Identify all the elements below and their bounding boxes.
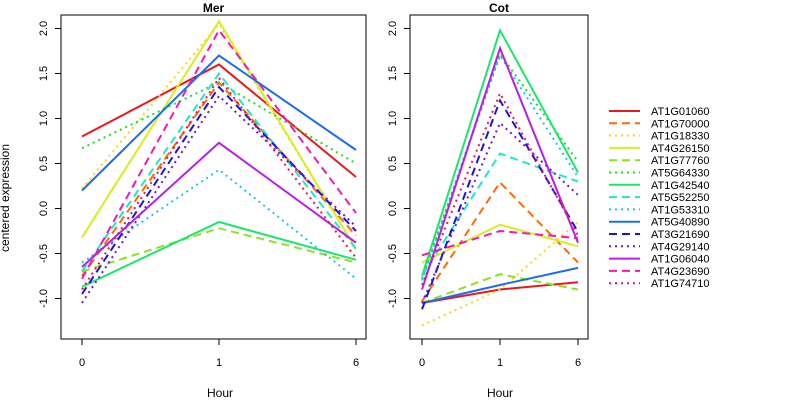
legend-item: AT1G01060: [609, 106, 710, 118]
series-line-mer-at1g42540: [81, 220, 357, 288]
series-line-cot-at1g18330: [421, 221, 579, 327]
legend-item: AT1G42540: [609, 180, 710, 192]
y-tick-label-cot: 0.5: [387, 156, 399, 171]
legend-item: AT1G06040: [609, 254, 710, 266]
legend-item: AT5G64330: [609, 168, 710, 180]
legend-label: AT1G77760: [651, 155, 710, 167]
legend-item: AT5G40890: [609, 217, 710, 229]
y-tick-label-cot: -1.0: [387, 289, 399, 308]
y-tick-label-cot: 1.5: [387, 66, 399, 81]
y-tick-label-cot: 1.0: [387, 111, 399, 126]
plot-frame-cot: [409, 14, 589, 340]
legend-item: AT3G21690: [609, 229, 710, 241]
x-tick-label-cot: 0: [419, 357, 425, 369]
series-line-cot-at4g26150: [421, 223, 579, 264]
y-tick-label-mer: -0.5: [38, 244, 50, 263]
series-line-mer-at1g77760: [81, 227, 357, 273]
legend-label: AT5G40890: [651, 217, 710, 229]
legend-item: AT4G26150: [609, 143, 710, 155]
x-tick-label-mer: 6: [353, 357, 359, 369]
y-tick-label-mer: 1.0: [38, 111, 50, 126]
legend-label: AT1G74710: [651, 278, 710, 290]
series-line-mer-at1g53310: [81, 168, 357, 280]
series-line-cot-at4g29140: [421, 121, 579, 304]
series-line-cot-at1g77760: [421, 273, 579, 304]
series-line-mer-at5g40890: [81, 54, 357, 192]
series-line-mer-at4g26150: [81, 19, 357, 250]
series-line-cot-at1g74710: [421, 90, 579, 286]
series-line-cot-at1g06040: [421, 45, 579, 290]
legend-label: AT1G70000: [651, 118, 710, 130]
y-tick-label-mer: 1.5: [38, 66, 50, 81]
series-line-cot-at5g52250: [421, 152, 579, 277]
y-tick-label-mer: 0.0: [38, 201, 50, 216]
x-tick-label-mer: 0: [79, 357, 85, 369]
legend-label: AT1G42540: [651, 180, 710, 192]
series-line-cot-at5g40890: [421, 266, 579, 304]
legend-label: AT5G64330: [651, 168, 710, 180]
legend-label: AT1G53310: [651, 204, 710, 216]
legend-item: AT1G70000: [609, 118, 710, 130]
legend-item: AT1G77760: [609, 155, 710, 167]
x-tick-label-cot: 6: [575, 357, 581, 369]
legend-label: AT1G06040: [651, 254, 710, 266]
y-tick-label-mer: 0.5: [38, 156, 50, 171]
legend-label: AT3G21690: [651, 229, 710, 241]
legend-label: AT1G01060: [651, 106, 710, 118]
series-line-mer-at5g64330: [81, 81, 357, 165]
legend-item: AT1G18330: [609, 131, 710, 143]
panel-title-cot: Cot: [489, 1, 509, 15]
series-line-mer-at5g52250: [81, 71, 357, 273]
panel-mer: Mer -1.0 -0.5 0.0 0.5 1.0 1.5 2.0 0 1 6: [38, 1, 367, 369]
legend-label: AT4G26150: [651, 143, 710, 155]
series-line-mer-at4g29140: [81, 94, 357, 304]
legend-item: AT1G53310: [609, 204, 710, 216]
legend-label: AT4G23690: [651, 266, 710, 278]
legend-label: AT1G18330: [651, 131, 710, 143]
legend-item: AT5G52250: [609, 192, 710, 204]
legend-item: AT4G29140: [609, 241, 710, 253]
legend-item: AT4G23690: [609, 266, 710, 278]
legend-item: AT1G74710: [609, 278, 710, 290]
x-tick-label-mer: 1: [216, 357, 222, 369]
y-axis-label: centered expression: [0, 144, 12, 252]
series-line-cot-at1g53310: [421, 53, 579, 281]
plot-frame-mer: [60, 14, 367, 340]
panels: Mer -1.0 -0.5 0.0 0.5 1.0 1.5 2.0 0 1 6 Cot -1.0 -0.5…: [38, 1, 589, 369]
legend-label: AT5G52250: [651, 192, 710, 204]
panel-title-mer: Mer: [203, 1, 225, 15]
y-tick-label-mer: 2.0: [38, 21, 50, 36]
series-line-mer-at1g06040: [81, 141, 357, 268]
x-tick-label-cot: 1: [497, 357, 503, 369]
y-tick-label-cot: -0.5: [387, 244, 399, 263]
series-line-cot-at4g23690: [421, 229, 579, 257]
series-line-mer-at1g18330: [81, 22, 357, 250]
series-line-mer-at4g23690: [81, 28, 357, 280]
series-line-cot-at5g64330: [421, 51, 579, 280]
series-line-mer-at1g01060: [81, 63, 357, 178]
series-line-mer-at1g74710: [81, 76, 357, 291]
legend-label: AT4G29140: [651, 241, 710, 253]
panel-cot: Cot -1.0 -0.5 0.0 0.5 1.0 1.5 2.0 0 1 6: [387, 1, 589, 369]
y-tick-label-cot: 2.0: [387, 21, 399, 36]
legend: AT1G01060AT1G70000AT1G18330AT4G26150AT1G…: [609, 106, 710, 290]
x-axis-label-cot: Hour: [487, 386, 513, 400]
y-tick-label-mer: -1.0: [38, 289, 50, 308]
y-tick-label-cot: 0.0: [387, 201, 399, 216]
series-line-cot-at3g21690: [421, 98, 579, 310]
series-line-cot-at1g42540: [421, 27, 579, 277]
x-axis-label-mer: Hour: [207, 386, 233, 400]
